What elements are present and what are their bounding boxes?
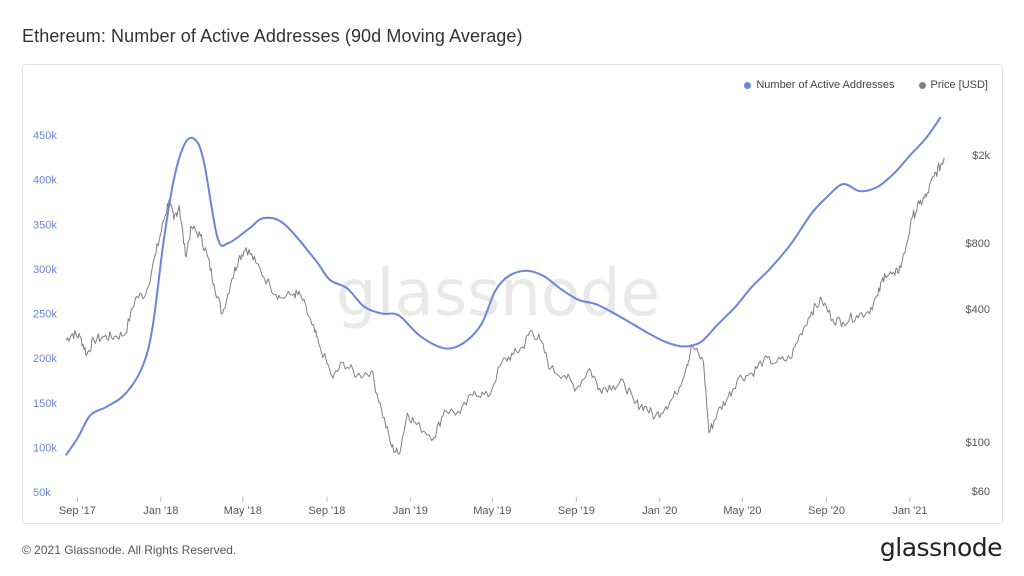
y-left-tick-label: 50k <box>33 487 51 499</box>
x-tick-label: Jan '18 <box>143 505 178 517</box>
legend-label-price: Price [USD] <box>930 79 988 91</box>
chart-panel: Number of Active Addresses Price [USD] g… <box>22 64 1003 524</box>
y-left-tick-label: 100k <box>33 442 57 454</box>
y-right-tick-label: $2k <box>972 150 990 162</box>
y-left-tick-label: 250k <box>33 309 57 321</box>
watermark: glassnode <box>336 257 660 331</box>
x-tick-label: Sep '18 <box>308 505 345 517</box>
x-tick-label: Sep '17 <box>59 505 96 517</box>
legend-label-addresses: Number of Active Addresses <box>756 79 895 91</box>
x-tick-label: Jan '21 <box>892 505 927 517</box>
legend-item-addresses[interactable]: Number of Active Addresses <box>744 79 895 91</box>
y-left-tick-label: 150k <box>33 398 57 410</box>
y-left-tick-label: 350k <box>33 219 57 231</box>
y-right-tick-label: $60 <box>972 486 990 498</box>
y-right-tick-label: $400 <box>966 304 990 316</box>
y-left-tick-label: 400k <box>33 175 57 187</box>
x-tick-label: May '19 <box>473 505 511 517</box>
x-tick-label: May '20 <box>723 505 761 517</box>
y-axis-right: $60 $100 $400 $800 $2k <box>966 150 991 498</box>
y-axis-left: 50k 100k 150k 200k 250k 300k 350k 400k 450k <box>33 130 57 499</box>
y-right-tick-label: $100 <box>966 437 990 449</box>
x-tick-label: May '18 <box>224 505 262 517</box>
x-tick-label: Jan '19 <box>393 505 428 517</box>
x-tick-label: Sep '19 <box>558 505 595 517</box>
chart-legend: Number of Active Addresses Price [USD] <box>744 79 988 91</box>
y-left-tick-label: 200k <box>33 353 57 365</box>
chart-svg[interactable]: glassnode 50k 100k 150k 200k 250k 300k 350k 400… <box>23 65 1002 523</box>
x-tick-label: Sep '20 <box>808 505 845 517</box>
series-line-price <box>65 157 945 455</box>
series-layer <box>64 116 945 456</box>
legend-dot-addresses <box>744 81 752 89</box>
legend-dot-price <box>918 81 926 89</box>
chart-title: Ethereum: Number of Active Addresses (90… <box>22 26 523 46</box>
x-axis: Sep '17 Jan '18 May '18 Sep '18 Jan '19 May '… <box>59 497 928 517</box>
footer-copyright: © 2021 Glassnode. All Rights Reserved. <box>22 543 237 557</box>
x-tick-label: Jan '20 <box>642 505 677 517</box>
y-right-tick-label: $800 <box>966 238 990 250</box>
legend-item-price[interactable]: Price [USD] <box>918 79 988 91</box>
series-line-active-addresses <box>64 116 942 456</box>
y-left-tick-label: 300k <box>33 264 57 276</box>
y-left-tick-label: 450k <box>33 130 57 142</box>
footer-logo[interactable]: glassnode <box>879 533 1003 562</box>
